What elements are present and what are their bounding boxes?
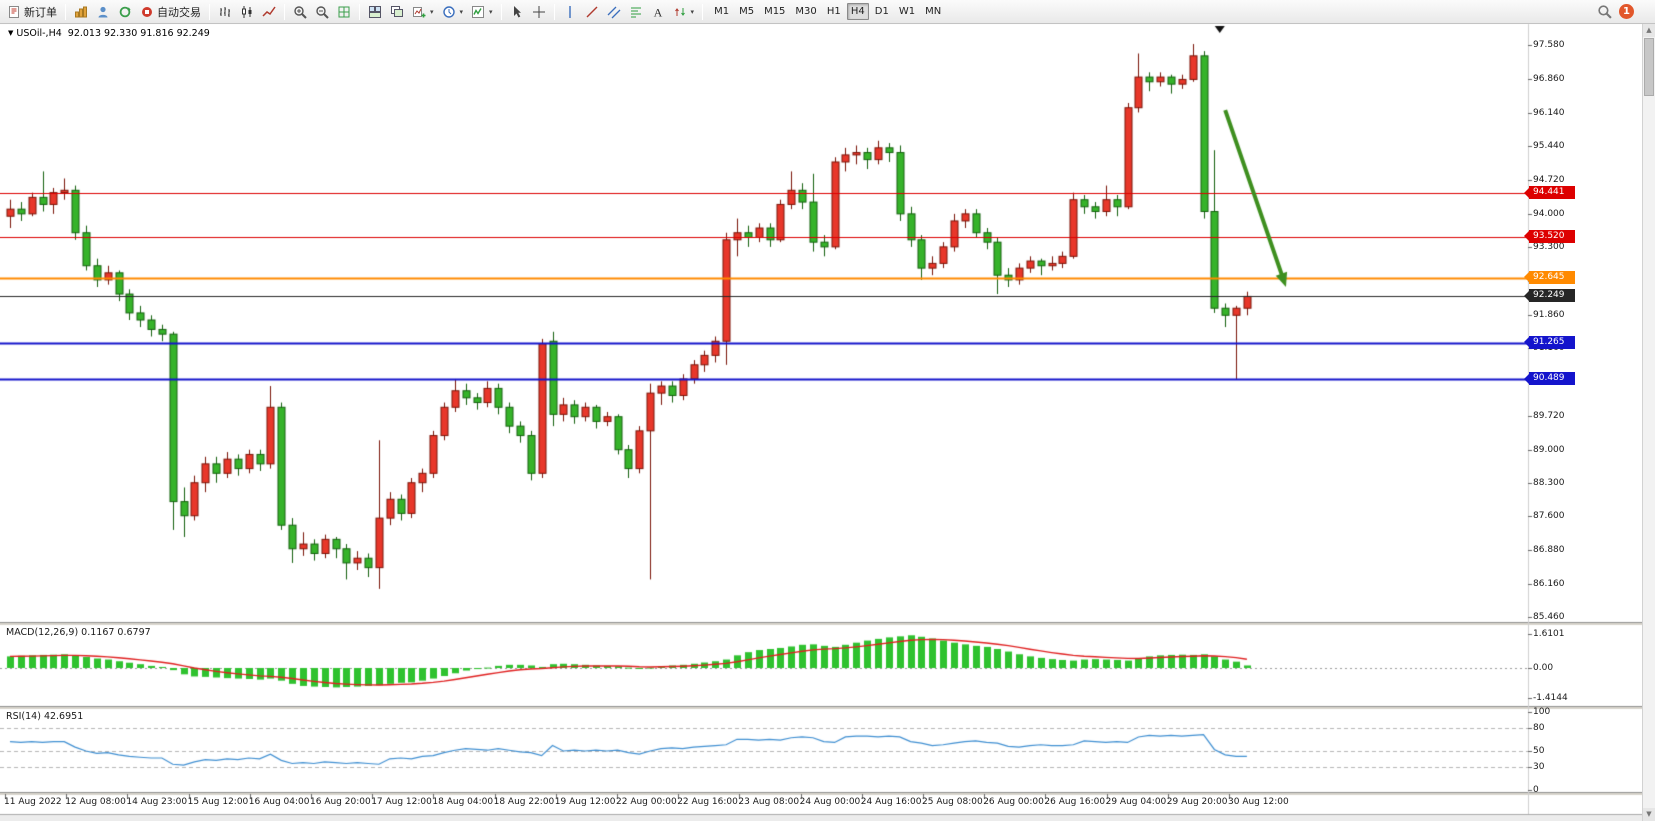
timeframe-m15-button[interactable]: M15 — [764, 6, 786, 17]
autotrading-label: 自动交易 — [157, 5, 201, 19]
toolbar: 新订单 自动交易 ▾ ▾ ▾ A ▾ M1 M5 M15 M30 H1 H4 D1 W1 MN 1 — [0, 0, 1655, 24]
tile-windows-button[interactable] — [364, 2, 386, 22]
zoom-out-button[interactable] — [311, 2, 333, 22]
scrollbar-down-icon[interactable]: ▼ — [1643, 808, 1655, 821]
grid-icon — [338, 6, 350, 17]
zoom-in-button[interactable] — [289, 2, 311, 22]
chevron-down-icon: ▾ — [690, 7, 695, 16]
new-order-button[interactable]: 新订单 — [3, 2, 61, 22]
profiles-button[interactable] — [92, 2, 114, 22]
refresh-icon — [119, 6, 131, 17]
fibonacci-button[interactable] — [625, 2, 647, 22]
rsi-indicator-label: RSI(14) 42.6951 — [6, 711, 84, 722]
trendline-icon — [586, 6, 598, 17]
text-icon: A — [653, 5, 662, 19]
tile-windows-icon — [369, 5, 381, 18]
candles-chart-icon — [242, 5, 252, 18]
arrow-objects-button[interactable]: ▾ — [669, 2, 699, 22]
crosshair-icon — [532, 5, 545, 18]
autotrading-button[interactable]: 自动交易 — [136, 2, 205, 22]
cursor-button[interactable] — [506, 2, 528, 22]
new-order-label: 新订单 — [24, 5, 57, 19]
toolbar-separator — [284, 3, 285, 20]
periods-button[interactable]: ▾ — [438, 2, 468, 22]
timeframe-w1-button[interactable]: W1 — [898, 6, 916, 17]
toolbar-separator — [65, 3, 66, 20]
zoom-out-icon — [316, 5, 329, 19]
toolbar-separator — [209, 3, 210, 20]
timeframe-m30-button[interactable]: M30 — [795, 6, 817, 17]
toolbar-button-group: 新订单 自动交易 ▾ ▾ ▾ A ▾ — [3, 2, 707, 22]
toolbar-separator — [702, 3, 704, 20]
indicators-button[interactable]: ▾ — [467, 2, 497, 22]
profile-icon — [98, 6, 108, 17]
autotrade-icon — [142, 6, 152, 17]
timeframe-h1-button[interactable]: H1 — [826, 6, 841, 17]
vertical-line-button[interactable] — [559, 2, 581, 22]
timeframe-mn-button[interactable]: MN — [925, 6, 942, 17]
line-chart-icon — [262, 6, 276, 17]
timeframe-group: M1 M5 M15 M30 H1 H4 D1 W1 MN — [709, 3, 946, 20]
timeframe-d1-button[interactable]: D1 — [874, 6, 889, 17]
auto-arrange-button[interactable] — [333, 2, 355, 22]
cursor-icon — [513, 5, 521, 17]
chart-symbol-period: USOil-,H4 — [16, 28, 62, 39]
bar-chart-mode-button[interactable] — [214, 2, 236, 22]
macd-indicator-label: MACD(12,26,9) 0.1167 0.6797 — [6, 627, 151, 638]
chevron-down-icon: ▾ — [459, 7, 464, 16]
cascade-windows-button[interactable] — [386, 2, 408, 22]
channel-icon — [607, 6, 621, 18]
timeframe-m5-button[interactable]: M5 — [739, 6, 755, 17]
symbol-marker-icon[interactable]: ▼ — [8, 29, 14, 37]
chevron-down-icon: ▾ — [430, 7, 434, 16]
chevron-down-icon: ▾ — [489, 7, 493, 16]
scrollbar-thumb[interactable] — [1644, 38, 1654, 96]
magnifier-icon[interactable] — [1597, 4, 1612, 19]
text-label-button[interactable]: A — [647, 2, 669, 22]
vline-icon — [568, 5, 571, 18]
toolbar-right-group: 1 — [1597, 4, 1652, 19]
chart-ohlc-values: 92.013 92.330 91.816 92.249 — [67, 28, 210, 39]
line-chart-mode-button[interactable] — [258, 2, 280, 22]
timeframe-h4-button[interactable]: H4 — [846, 3, 869, 20]
clock-icon — [442, 5, 455, 18]
chart-title: ▼ USOil-,H4 92.013 92.330 91.816 92.249 — [8, 28, 210, 39]
svg-text:A: A — [653, 5, 662, 19]
vertical-scrollbar[interactable]: ▲ ▼ — [1642, 24, 1655, 821]
toolbar-separator — [359, 3, 360, 20]
equidistant-channel-button[interactable] — [603, 2, 625, 22]
zoom-in-icon — [294, 5, 307, 19]
refresh-button[interactable] — [114, 2, 136, 22]
notification-badge[interactable]: 1 — [1619, 4, 1634, 19]
charts-icon — [75, 6, 87, 17]
new-chart-button[interactable]: ▾ — [408, 2, 438, 22]
candlestick-mode-button[interactable] — [236, 2, 258, 22]
new-chart-icon — [413, 6, 426, 17]
bars-chart-icon — [220, 6, 230, 17]
toolbar-separator — [553, 3, 555, 20]
arrows-icon — [674, 7, 685, 16]
crosshair-button[interactable] — [528, 2, 550, 22]
new-order-icon — [9, 5, 19, 18]
scrollbar-up-icon[interactable]: ▲ — [1643, 24, 1655, 37]
toolbar-separator — [500, 3, 502, 20]
timeframe-m1-button[interactable]: M1 — [714, 6, 730, 17]
cascade-windows-icon — [391, 5, 403, 17]
indicators-icon — [472, 5, 485, 18]
charts-button[interactable] — [70, 2, 92, 22]
trendline-button[interactable] — [581, 2, 603, 22]
fibonacci-icon — [630, 7, 641, 17]
